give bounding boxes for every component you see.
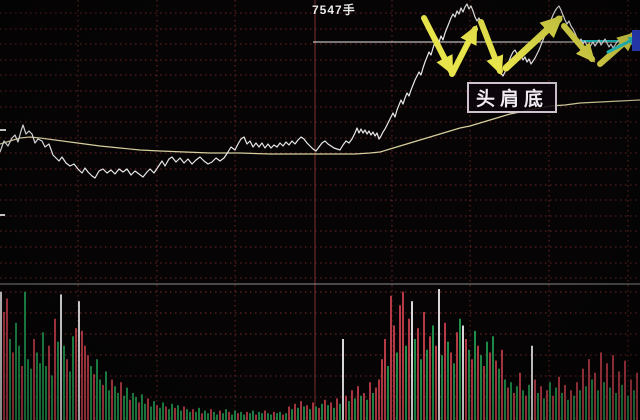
volume-annotation-label: 7547手 [312,3,356,17]
pattern-label-text: 头肩底 [475,89,548,110]
arrow-up-2-long [502,15,564,72]
right-price-tag [632,30,640,51]
price-line [0,3,640,179]
arrow-cyan-breakout [606,36,639,54]
volume-bars [0,289,638,420]
arrow-down-1 [421,15,454,76]
arrow-up-3 [597,31,637,67]
arrow-up-1 [449,24,478,77]
arrow-down-3 [561,23,596,63]
arrow-down-2 [478,19,504,76]
annotation-lines [0,40,640,216]
pattern-label-box: 头肩底 [467,82,557,113]
trend-arrows [421,15,639,77]
